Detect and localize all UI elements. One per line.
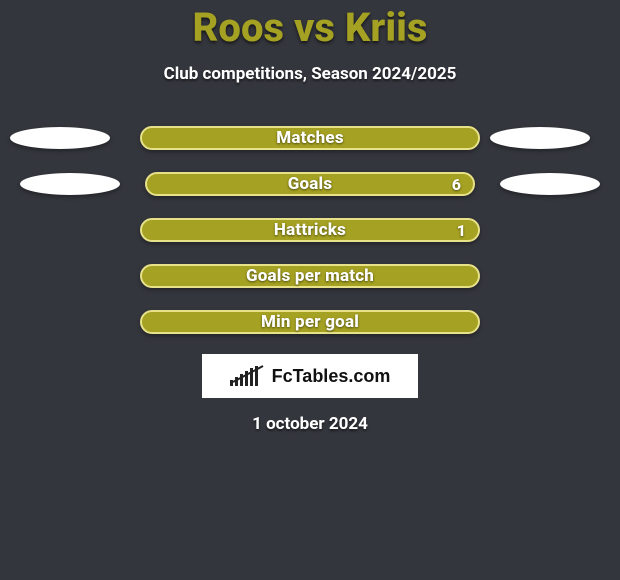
fctables-logo: FcTables.com [202, 354, 418, 398]
stat-pill: Min per goal [140, 310, 480, 334]
left-ellipse [10, 127, 110, 149]
stat-row: Matches [0, 126, 620, 150]
stat-rows: Matches Goals6 Hattricks1 Goals per match Mi… [0, 126, 620, 334]
page-title: Roos vs Kriis [0, 0, 620, 50]
left-ellipse [20, 173, 120, 195]
stat-value: 6 [452, 174, 461, 194]
stat-row: Goals6 [0, 172, 620, 196]
stat-label: Min per goal [142, 312, 478, 332]
stat-label: Goals per match [142, 266, 478, 286]
stat-row: Goals per match [0, 264, 620, 288]
stat-pill: Hattricks1 [140, 218, 480, 242]
right-ellipse [500, 173, 600, 195]
date-label: 1 october 2024 [0, 414, 620, 434]
stat-label: Hattricks [142, 220, 478, 240]
logo-bars-icon [230, 366, 266, 386]
stat-pill: Matches [140, 126, 480, 150]
stat-pill: Goals6 [145, 172, 475, 196]
stat-pill: Goals per match [140, 264, 480, 288]
stat-label: Matches [142, 128, 478, 148]
stat-row: Hattricks1 [0, 218, 620, 242]
right-ellipse [490, 127, 590, 149]
stat-value: 1 [457, 220, 466, 240]
subtitle: Club competitions, Season 2024/2025 [0, 64, 620, 84]
stat-label: Goals [147, 174, 473, 194]
stat-row: Min per goal [0, 310, 620, 334]
logo-text: FcTables.com [272, 366, 391, 387]
